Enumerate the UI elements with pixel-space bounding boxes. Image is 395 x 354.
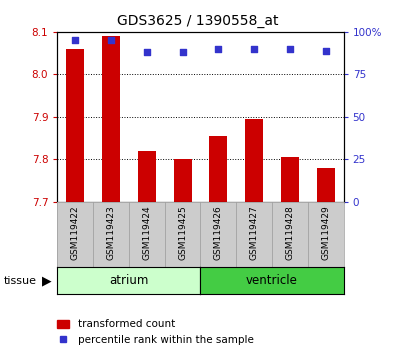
Point (287, 46, 293, 52)
Text: GDS3625 / 1390558_at: GDS3625 / 1390558_at (117, 14, 278, 28)
Text: GSM119427: GSM119427 (250, 205, 259, 260)
Bar (245, 119, 263, 202)
Point (144, 50, 150, 55)
Text: GSM119426: GSM119426 (214, 205, 223, 260)
Text: GSM119424: GSM119424 (142, 205, 151, 260)
Text: GSM119429: GSM119429 (321, 205, 330, 260)
Point (108, 38, 114, 43)
Point (323, 48, 329, 53)
Text: ventricle: ventricle (246, 274, 298, 287)
Bar (174, 159, 192, 202)
Text: GSM119428: GSM119428 (286, 205, 294, 260)
Text: ▶: ▶ (41, 274, 51, 287)
Bar (66, 49, 84, 202)
Bar (138, 151, 156, 202)
Text: GSM119425: GSM119425 (178, 205, 187, 260)
Point (179, 50, 186, 55)
Text: atrium: atrium (109, 274, 149, 287)
Text: tissue: tissue (4, 275, 37, 286)
Legend: transformed count, percentile rank within the sample: transformed count, percentile rank withi… (53, 315, 258, 349)
Point (215, 46, 222, 52)
Bar (281, 157, 299, 202)
Point (251, 46, 257, 52)
Point (72, 38, 78, 43)
Text: GSM119422: GSM119422 (71, 205, 80, 260)
Bar (209, 136, 227, 202)
Text: GSM119423: GSM119423 (107, 205, 115, 260)
Bar (317, 168, 335, 202)
Bar (102, 36, 120, 202)
